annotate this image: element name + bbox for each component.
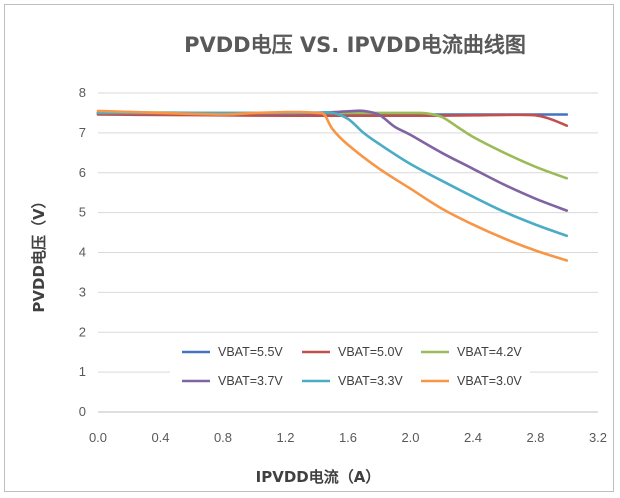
x-tick-1.6: 1.6 (339, 430, 357, 445)
y-tick-8: 8 (79, 85, 86, 100)
legend-box (170, 334, 530, 396)
x-tick-1.2: 1.2 (276, 430, 294, 445)
legend-label-3: VBAT=4.2V (457, 345, 522, 359)
chart-title: PVDD电压 VS. IPVDD电流曲线图 (184, 33, 526, 57)
series-line-3 (96, 110, 569, 180)
x-tick-0.4: 0.4 (151, 430, 169, 445)
y-tick-7: 7 (79, 125, 86, 140)
legend-label-2: VBAT=5.0V (338, 345, 403, 359)
y-tick-6: 6 (79, 165, 86, 180)
y-tick-labels: 0 1 2 3 4 5 6 7 8 (79, 85, 86, 419)
series-lines (96, 109, 569, 262)
x-tick-2.8: 2.8 (526, 430, 544, 445)
legend-label-4: VBAT=3.7V (218, 374, 283, 388)
y-tick-1: 1 (79, 364, 86, 379)
x-tick-2.4: 2.4 (464, 430, 482, 445)
legend-label-6: VBAT=3.0V (457, 374, 522, 388)
x-tick-0.8: 0.8 (214, 430, 232, 445)
x-tick-labels: 0.0 0.4 0.8 1.2 1.6 2.0 2.4 2.8 3.2 (89, 430, 607, 445)
y-tick-5: 5 (79, 205, 86, 220)
legend-label-1: VBAT=5.5V (218, 345, 283, 359)
x-tick-3.2: 3.2 (589, 430, 607, 445)
x-tick-0.0: 0.0 (89, 430, 107, 445)
legend-label-5: VBAT=3.3V (338, 374, 403, 388)
y-tick-3: 3 (79, 284, 86, 299)
series-line-6 (96, 109, 569, 262)
series-line-2 (96, 113, 569, 127)
y-tick-4: 4 (79, 245, 86, 260)
x-tick-2.0: 2.0 (401, 430, 419, 445)
legend: VBAT=5.5V VBAT=5.0V VBAT=4.2V VBAT=3.7V VBAT… (170, 334, 530, 396)
series-line-4 (96, 109, 569, 212)
chart-frame (4, 4, 614, 492)
y-tick-2: 2 (79, 324, 86, 339)
x-axis-label: IPVDD电流（A） (256, 468, 381, 486)
y-axis-label: PVDD电压（V） (30, 193, 48, 312)
y-tick-0: 0 (79, 404, 86, 419)
